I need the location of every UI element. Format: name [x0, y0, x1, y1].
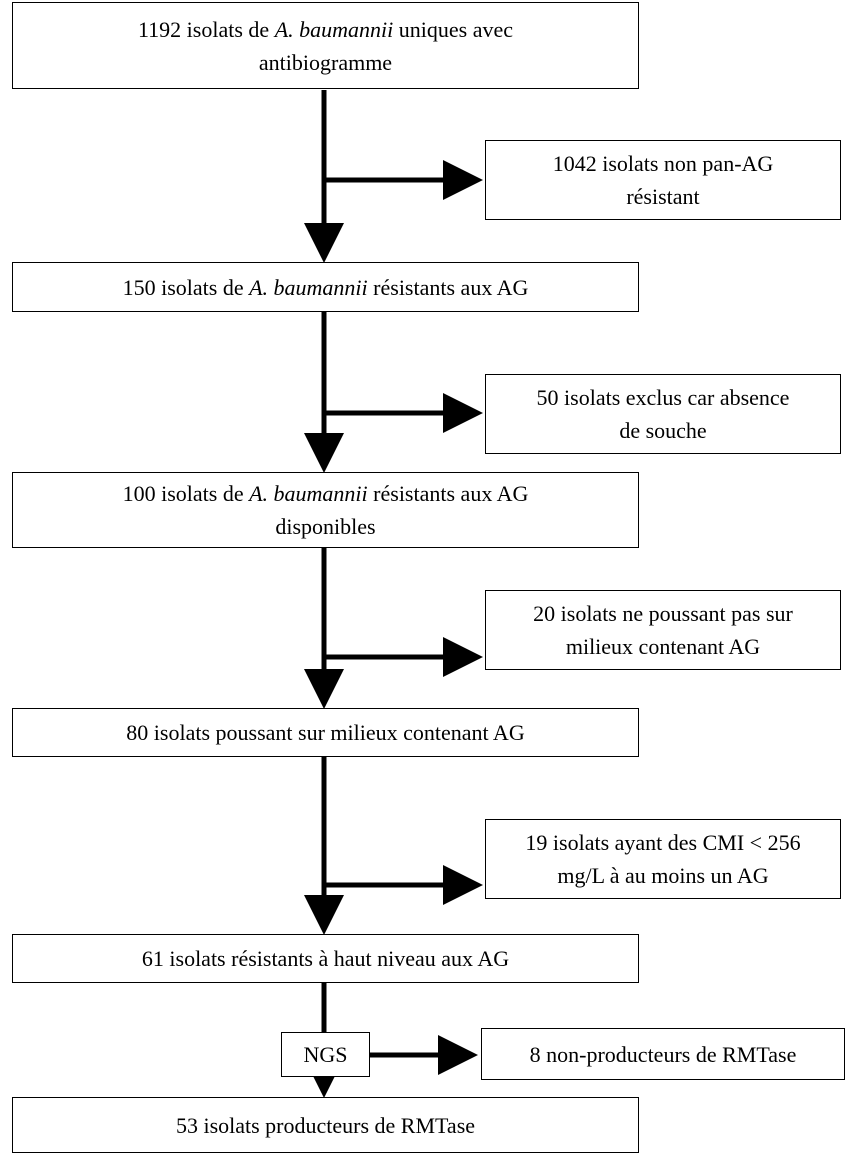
exclusion-4-line-1: 19 isolats ayant des CMI < 256 [525, 830, 801, 855]
exclusion-box-1: 1042 isolats non pan-AG résistant [485, 140, 841, 220]
exclusion-4-line-2: mg/L à au moins un AG [557, 863, 769, 888]
exclusion-1-line-1: 1042 isolats non pan-AG [552, 151, 774, 176]
exclusion-3-line-1: 20 isolats ne poussant pas sur [533, 601, 793, 626]
main-step-4: 80 isolats poussant sur milieux contenan… [12, 708, 639, 757]
exclusion-box-5: 8 non-producteurs de RMTase [481, 1028, 845, 1080]
exclusion-3-line-2: milieux contenant AG [565, 634, 761, 659]
main-step-5-line-1: 61 isolats résistants à haut niveau aux … [141, 946, 510, 971]
main-step-4-line-1: 80 isolats poussant sur milieux contenan… [126, 720, 525, 745]
exclusion-2-line-1: 50 isolats exclus car absence [536, 385, 790, 410]
main-step-6: 53 isolats producteurs de RMTase [12, 1097, 639, 1153]
main-step-2: 150 isolats de A. baumannii résistants a… [12, 262, 639, 312]
main-step-2-line-1: 150 isolats de A. baumannii résistants a… [122, 274, 529, 300]
main-step-3-line-1: 100 isolats de A. baumannii résistants a… [122, 481, 529, 506]
main-step-5: 61 isolats résistants à haut niveau aux … [12, 934, 639, 983]
exclusion-box-3: 20 isolats ne poussant pas sur milieux c… [485, 590, 841, 670]
exclusion-1-line-2: résistant [626, 184, 700, 209]
exclusion-5-line-1: 8 non-producteurs de RMTase [529, 1041, 797, 1067]
ngs-method-box: NGS [281, 1032, 370, 1077]
main-step-1: 1192 isolats de A. baumannii uniques ave… [12, 2, 639, 89]
main-step-6-line-1: 53 isolats producteurs de RMTase [175, 1112, 476, 1138]
ngs-method-label: NGS [303, 1042, 348, 1067]
exclusion-2-line-2: de souche [619, 418, 707, 443]
main-step-1-line-2: antibiogramme [258, 49, 393, 75]
main-step-3-line-2: disponibles [275, 514, 376, 539]
main-step-1-line-1: 1192 isolats de A. baumannii uniques ave… [138, 16, 513, 42]
main-step-3: 100 isolats de A. baumannii résistants a… [12, 472, 639, 548]
exclusion-box-4: 19 isolats ayant des CMI < 256 mg/L à au… [485, 819, 841, 899]
exclusion-box-2: 50 isolats exclus car absence de souche [485, 374, 841, 454]
